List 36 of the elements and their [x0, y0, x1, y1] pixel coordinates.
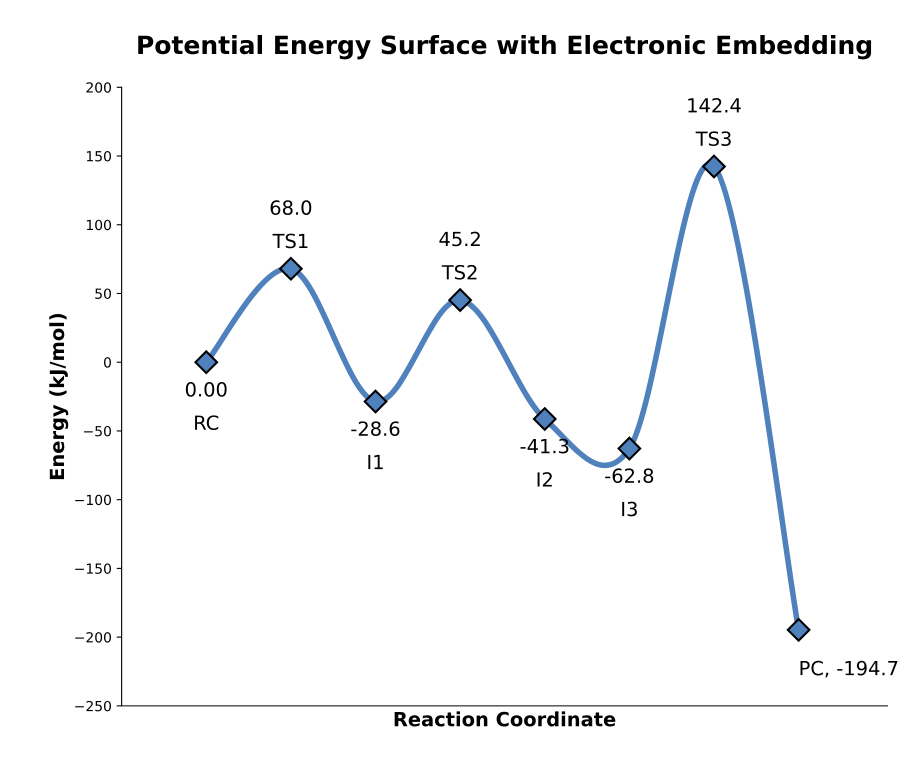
x-tick-label: I2 — [538, 472, 552, 487]
y-tick-label: 200 — [86, 82, 111, 93]
text: PC, -194.7 — [800, 660, 898, 678]
point — [786, 618, 810, 642]
text: 142.4 — [688, 98, 741, 112]
y-tick-label: 50 — [95, 288, 111, 299]
point — [618, 436, 642, 460]
x-tick-label: TS3 — [696, 131, 731, 146]
text: 68.0 — [270, 200, 312, 215]
y-tick-label: −100 — [75, 494, 111, 506]
x-tick-label: TS2 — [442, 264, 476, 280]
x-axis-title: Reaction Coordinate — [394, 711, 616, 726]
y-tick-label: 150 — [86, 150, 111, 162]
point — [364, 390, 388, 414]
x-tick-label: I1 — [368, 454, 383, 470]
text: -28.6 — [351, 421, 400, 436]
y-tick-label: −50 — [84, 426, 111, 436]
point — [702, 154, 726, 178]
point — [448, 288, 472, 312]
point — [532, 407, 557, 431]
text: -41.3 — [520, 438, 568, 454]
x-tick-label: I3 — [622, 502, 637, 516]
x-tick-label: TS1 — [272, 234, 308, 248]
y-tick-label: 100 — [86, 220, 111, 230]
y-axis-title: Energy (kJ/mol) — [49, 314, 68, 480]
text: 0.00 — [186, 382, 227, 397]
y-tick-label: 0 — [104, 357, 111, 368]
text: -62.8 — [605, 468, 654, 484]
y-tick-label: −250 — [75, 700, 111, 712]
chart-title: Potential Energy Surface with Electronic Embedding — [138, 34, 872, 60]
y-tick-label: −150 — [75, 563, 111, 574]
y-tick-label: −200 — [75, 632, 111, 643]
text: 45.2 — [439, 232, 480, 246]
point — [279, 256, 303, 281]
point — [194, 350, 218, 374]
x-tick-label: RC — [195, 415, 218, 430]
